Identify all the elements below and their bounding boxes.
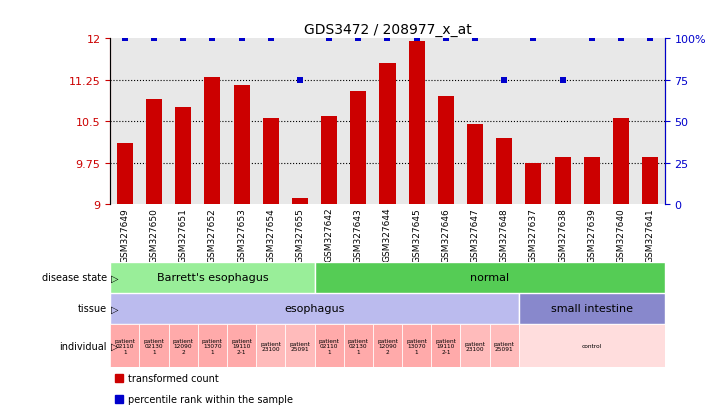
Text: GSM327649: GSM327649 xyxy=(120,207,129,262)
Bar xyxy=(110,293,519,324)
Bar xyxy=(110,324,139,368)
Text: control: control xyxy=(582,343,602,349)
Text: disease state: disease state xyxy=(41,273,107,283)
Text: patient
02130
1: patient 02130 1 xyxy=(348,338,369,354)
Text: GSM327644: GSM327644 xyxy=(383,207,392,262)
Text: GSM327647: GSM327647 xyxy=(471,207,479,262)
Bar xyxy=(402,324,432,368)
Text: GSM327641: GSM327641 xyxy=(646,207,655,262)
Bar xyxy=(351,92,366,204)
Bar xyxy=(467,125,483,204)
Bar xyxy=(314,324,343,368)
Bar xyxy=(292,199,308,204)
Bar xyxy=(169,324,198,368)
Text: GSM327642: GSM327642 xyxy=(325,207,333,262)
Bar xyxy=(198,324,227,368)
Text: GSM327645: GSM327645 xyxy=(412,207,421,262)
Text: GSM327643: GSM327643 xyxy=(354,207,363,262)
Bar xyxy=(110,262,314,293)
Bar xyxy=(256,324,285,368)
Bar xyxy=(438,97,454,204)
Text: patient
19110
2-1: patient 19110 2-1 xyxy=(231,338,252,354)
Bar xyxy=(146,100,162,204)
Bar xyxy=(642,158,658,204)
Text: GSM327638: GSM327638 xyxy=(558,207,567,262)
Bar xyxy=(380,64,395,204)
Bar xyxy=(496,138,513,204)
Text: ▷: ▷ xyxy=(111,304,119,314)
Text: GSM327648: GSM327648 xyxy=(500,207,509,262)
Text: patient
13070
1: patient 13070 1 xyxy=(406,338,427,354)
Text: individual: individual xyxy=(59,341,107,351)
Text: transformed count: transformed count xyxy=(128,373,218,383)
Text: patient
25091: patient 25091 xyxy=(494,341,515,351)
Text: ▷: ▷ xyxy=(111,341,119,351)
Text: GSM327650: GSM327650 xyxy=(149,207,159,262)
Text: percentile rank within the sample: percentile rank within the sample xyxy=(128,394,293,404)
Bar xyxy=(117,144,133,204)
Text: esophagus: esophagus xyxy=(284,304,345,314)
Bar xyxy=(343,324,373,368)
Bar xyxy=(321,116,337,204)
Bar xyxy=(519,293,665,324)
Text: Barrett's esophagus: Barrett's esophagus xyxy=(156,273,268,283)
Bar xyxy=(555,158,571,204)
Bar xyxy=(285,324,314,368)
Title: GDS3472 / 208977_x_at: GDS3472 / 208977_x_at xyxy=(304,23,471,37)
Text: GSM327637: GSM327637 xyxy=(529,207,538,262)
Text: patient
02110
1: patient 02110 1 xyxy=(319,338,340,354)
Text: patient
23100: patient 23100 xyxy=(260,341,281,351)
Text: ▷: ▷ xyxy=(111,273,119,283)
Bar xyxy=(490,324,519,368)
Text: GSM327640: GSM327640 xyxy=(616,207,626,262)
Bar xyxy=(227,324,256,368)
Bar xyxy=(519,324,665,368)
Text: GSM327639: GSM327639 xyxy=(587,207,597,262)
Bar xyxy=(233,86,250,204)
Bar xyxy=(139,324,169,368)
Text: patient
13070
1: patient 13070 1 xyxy=(202,338,223,354)
Bar xyxy=(314,262,665,293)
Text: GSM327654: GSM327654 xyxy=(266,207,275,262)
Text: tissue: tissue xyxy=(77,304,107,314)
Text: patient
12090
2: patient 12090 2 xyxy=(173,338,193,354)
Bar xyxy=(613,119,629,204)
Text: normal: normal xyxy=(470,273,509,283)
Text: GSM327652: GSM327652 xyxy=(208,207,217,262)
Text: GSM327651: GSM327651 xyxy=(178,207,188,262)
Text: GSM327655: GSM327655 xyxy=(296,207,304,262)
Text: patient
12090
2: patient 12090 2 xyxy=(377,338,398,354)
Bar xyxy=(263,119,279,204)
Text: GSM327646: GSM327646 xyxy=(442,207,450,262)
Text: patient
25091: patient 25091 xyxy=(289,341,311,351)
Bar xyxy=(461,324,490,368)
Text: patient
02110
1: patient 02110 1 xyxy=(114,338,135,354)
Bar xyxy=(373,324,402,368)
Text: patient
23100: patient 23100 xyxy=(464,341,486,351)
Text: small intestine: small intestine xyxy=(551,304,633,314)
Text: GSM327653: GSM327653 xyxy=(237,207,246,262)
Bar xyxy=(584,158,600,204)
Bar xyxy=(204,78,220,204)
Text: patient
19110
2-1: patient 19110 2-1 xyxy=(435,338,456,354)
Bar xyxy=(175,108,191,204)
Text: patient
02130
1: patient 02130 1 xyxy=(144,338,164,354)
Bar xyxy=(525,163,542,204)
Bar xyxy=(409,42,424,204)
Bar xyxy=(432,324,461,368)
